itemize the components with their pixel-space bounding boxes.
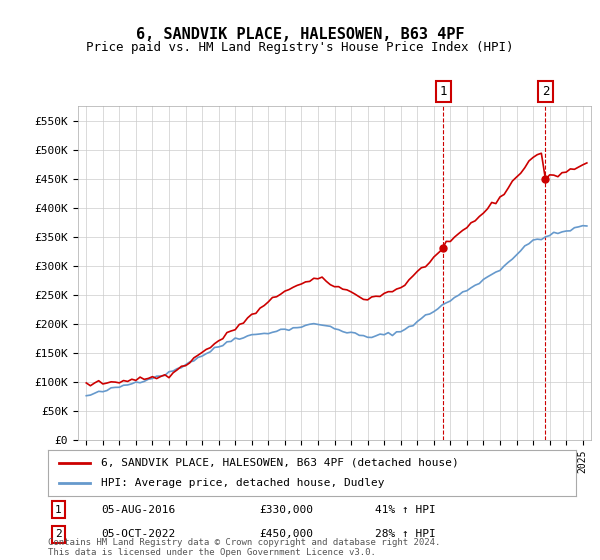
Text: 2: 2 [55, 529, 62, 539]
Text: Price paid vs. HM Land Registry's House Price Index (HPI): Price paid vs. HM Land Registry's House … [86, 40, 514, 54]
Text: 2: 2 [542, 85, 549, 98]
Text: 6, SANDVIK PLACE, HALESOWEN, B63 4PF: 6, SANDVIK PLACE, HALESOWEN, B63 4PF [136, 27, 464, 42]
Text: 6, SANDVIK PLACE, HALESOWEN, B63 4PF (detached house): 6, SANDVIK PLACE, HALESOWEN, B63 4PF (de… [101, 458, 458, 468]
Text: £450,000: £450,000 [259, 529, 313, 539]
Text: 28% ↑ HPI: 28% ↑ HPI [376, 529, 436, 539]
Text: HPI: Average price, detached house, Dudley: HPI: Average price, detached house, Dudl… [101, 478, 385, 488]
Text: 1: 1 [440, 85, 447, 98]
Text: 41% ↑ HPI: 41% ↑ HPI [376, 505, 436, 515]
Text: 05-AUG-2016: 05-AUG-2016 [101, 505, 175, 515]
Text: Contains HM Land Registry data © Crown copyright and database right 2024.
This d: Contains HM Land Registry data © Crown c… [48, 538, 440, 557]
Text: 05-OCT-2022: 05-OCT-2022 [101, 529, 175, 539]
Text: 1: 1 [55, 505, 62, 515]
Text: £330,000: £330,000 [259, 505, 313, 515]
